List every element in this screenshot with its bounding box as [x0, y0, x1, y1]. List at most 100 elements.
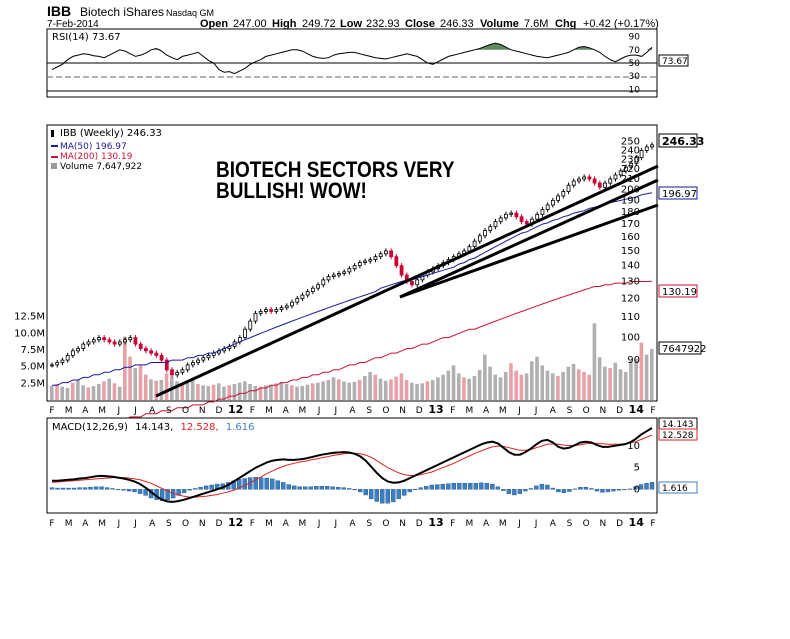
volume-bar: [216, 383, 221, 400]
volume-bar: [133, 368, 138, 400]
volume-bar: [300, 386, 305, 400]
macd-legend-value: 14.143,: [135, 422, 173, 433]
volume-bar: [608, 368, 612, 400]
open-value: 247.00: [233, 18, 267, 30]
rsi-overbought-fill: [52, 43, 652, 50]
candle-body: [394, 256, 399, 267]
volume-bar: [446, 370, 451, 400]
volume-bar: [154, 380, 158, 400]
x-axis-label: N: [399, 406, 406, 416]
x-axis-label: S: [166, 406, 172, 416]
volume-bar: [613, 362, 618, 400]
candle-body: [342, 271, 347, 274]
macd-histogram-bar: [66, 487, 71, 490]
high-value: 249.72: [302, 18, 336, 30]
x-axis-label: 14: [629, 403, 645, 416]
x-axis-label: A: [283, 519, 290, 529]
candle-body: [50, 364, 54, 367]
x-axis-label: N: [199, 406, 206, 416]
macd-histogram-bar: [506, 489, 512, 494]
price-tick-label: 180: [621, 207, 640, 218]
x-axis-label: N: [600, 519, 607, 529]
annotation-line-1: BIOTECH SECTORS VERY: [216, 158, 455, 183]
volume-bar: [321, 381, 325, 400]
volume-bar: [211, 384, 216, 400]
candle-body: [639, 150, 644, 159]
price-tick-label: 240: [621, 145, 640, 156]
x-axis-label: M: [265, 406, 273, 416]
macd-histogram-bar: [440, 483, 446, 490]
volume-bar: [425, 381, 430, 400]
macd-histogram-bar: [363, 489, 368, 496]
volume-bar: [258, 386, 263, 400]
candle-body: [498, 217, 503, 223]
macd-histogram-bar: [517, 489, 523, 494]
x-axis-label: F: [650, 406, 655, 416]
x-axis-label: F: [450, 519, 455, 529]
candle-body: [357, 262, 362, 267]
volume-bar: [201, 385, 205, 400]
volume-bar: [164, 373, 169, 400]
volume-bar: [462, 377, 466, 400]
macd-histogram-bar: [209, 484, 214, 490]
chg-label: Chg: [555, 18, 576, 30]
exchange-name: Nasdaq GM: [166, 8, 214, 18]
signal-tag: 12.528: [662, 431, 694, 441]
macd-histogram-bar: [556, 489, 561, 493]
price-tick-label: 230: [621, 155, 640, 166]
x-axis-label: S: [567, 406, 573, 416]
macd-histogram-bar: [286, 484, 291, 490]
price-legend-main: IBB (Weekly) 246.33: [60, 128, 162, 139]
candle-body: [634, 157, 639, 164]
volume-bar: [597, 357, 602, 400]
x-axis-label: S: [567, 519, 573, 529]
macd-histogram-bar: [528, 488, 534, 490]
macd-histogram-bar: [292, 485, 297, 490]
candle-body: [81, 343, 86, 349]
volume-bar: [143, 374, 148, 400]
x-axis-label: J: [517, 406, 521, 416]
trendline-steep: [155, 164, 659, 398]
candle-body: [185, 364, 190, 371]
candle-body: [274, 309, 279, 312]
price-frame: [46, 124, 658, 402]
macd-histogram-bar: [451, 483, 457, 490]
volume-value: 7.6M: [524, 18, 548, 30]
signal-tag-box: [658, 428, 698, 441]
macd-histogram-bar: [352, 489, 357, 491]
price-panel: BIOTECH SECTORS VERY BULLISH! WOW! IBB (…: [14, 124, 707, 434]
price-tick-label: 200: [621, 184, 640, 195]
candle-body: [472, 240, 477, 248]
volume-bar: [561, 372, 565, 400]
price-tick-label: 210: [621, 174, 640, 185]
volume-bar: [117, 386, 122, 400]
candle-body: [253, 312, 258, 322]
macd-histogram-bar: [578, 486, 583, 490]
volume-bar: [587, 374, 591, 400]
macd-histogram-bar: [534, 485, 539, 490]
candle-body: [389, 250, 394, 258]
volume-bar: [629, 361, 633, 400]
macd-histogram-bar: [303, 486, 308, 490]
macd-histogram-bar: [523, 489, 528, 492]
x-axis-label: A: [149, 406, 156, 416]
volume-bar: [467, 378, 471, 400]
x-axis-label: F: [450, 406, 455, 416]
candle-body: [144, 348, 148, 352]
x-axis-label: M: [499, 406, 507, 416]
price-tick-label: 170: [621, 219, 640, 230]
candle-body: [535, 213, 540, 220]
chart-date: 7-Feb-2014: [47, 19, 99, 30]
candle-body: [97, 337, 101, 341]
trendline-lower: [399, 203, 659, 299]
x-axis-label: A: [82, 406, 89, 416]
x-axis-label: M: [499, 519, 507, 529]
rsi-value-tag: 73.67: [662, 57, 688, 67]
macd-histogram-bar: [600, 489, 605, 493]
x-axis-label: D: [616, 519, 623, 529]
candle-body: [613, 174, 618, 180]
x-axis-label: M: [465, 519, 473, 529]
price-tick-label: 130: [621, 276, 640, 287]
macd-histogram-bar: [258, 477, 264, 490]
x-axis-label: M: [98, 406, 106, 416]
